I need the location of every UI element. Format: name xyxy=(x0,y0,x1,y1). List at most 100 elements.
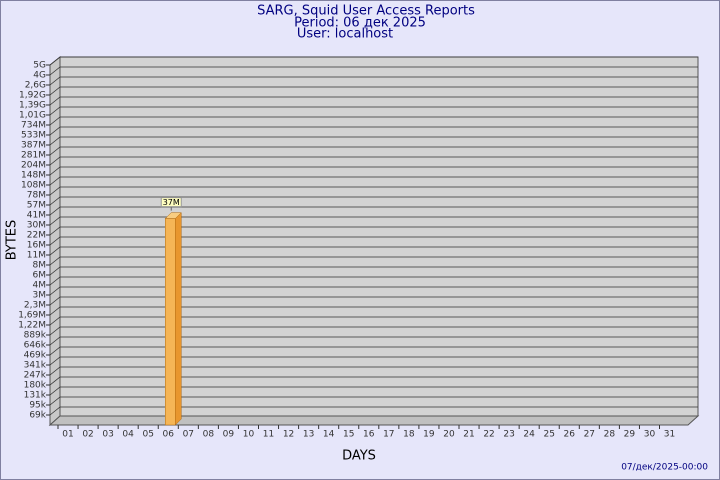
grid-line xyxy=(49,96,698,106)
grid-line xyxy=(49,396,698,406)
grid-line xyxy=(49,246,698,256)
x-tick-label: 13 xyxy=(303,430,314,440)
y-tick-label: 2,6G xyxy=(25,81,46,91)
y-tick-label: 533M xyxy=(21,131,46,141)
grid-line xyxy=(49,266,698,276)
grid-line xyxy=(49,136,698,146)
grid-line xyxy=(49,336,698,346)
footer: 07/дек/2025-00:00 xyxy=(621,463,708,473)
bar-side xyxy=(175,212,182,426)
y-tick-label: 4M xyxy=(33,281,47,291)
x-tick-label: 08 xyxy=(203,430,215,440)
y-tick-label: 11M xyxy=(27,251,46,261)
y-tick-label: 8M xyxy=(33,261,47,271)
grid-line xyxy=(49,146,698,156)
x-tick-label: 25 xyxy=(543,430,554,440)
x-tick-label: 31 xyxy=(664,430,675,440)
x-tick-label: 26 xyxy=(564,430,576,440)
y-tick-label: 131k xyxy=(24,391,47,401)
x-tick-label: 09 xyxy=(223,430,235,440)
grid-line xyxy=(49,376,698,386)
y-tick-label: 22M xyxy=(27,231,46,241)
bar xyxy=(165,218,176,426)
y-tick-label: 6M xyxy=(33,271,47,281)
grid-line xyxy=(49,226,698,236)
x-tick-label: 12 xyxy=(283,430,294,440)
y-tick-label: 1,92G xyxy=(19,91,46,101)
grid-line xyxy=(49,56,698,66)
y-tick-label: 95k xyxy=(29,401,46,411)
x-tick-label: 06 xyxy=(163,430,175,440)
y-tick-label: 646k xyxy=(24,341,47,351)
y-tick-label: 180k xyxy=(24,381,47,391)
y-tick-label: 204M xyxy=(21,161,46,171)
x-tick-label: 19 xyxy=(423,430,435,440)
y-tick-label: 41M xyxy=(27,211,46,221)
x-tick-label: 27 xyxy=(584,430,595,440)
y-tick-label: 1,22M xyxy=(18,321,46,331)
grid-line xyxy=(49,346,698,356)
x-tick-label: 05 xyxy=(142,430,153,440)
x-tick-label: 10 xyxy=(243,430,255,440)
x-tick-label: 28 xyxy=(604,430,616,440)
grid-line xyxy=(49,76,698,86)
grid-line xyxy=(49,236,698,246)
y-tick-label: 69k xyxy=(29,411,46,421)
y-tick-label: 148M xyxy=(21,171,46,181)
grid-line xyxy=(49,406,698,416)
grid-line xyxy=(49,156,698,166)
y-tick-label: 1,69M xyxy=(18,311,46,321)
value-label: 37M xyxy=(163,198,180,207)
y-tick-label: 57M xyxy=(27,201,46,211)
x-tick-label: 18 xyxy=(403,430,415,440)
y-tick-label: 5G xyxy=(33,61,46,71)
x-tick-label: 02 xyxy=(82,430,93,440)
grid-line xyxy=(49,186,698,196)
y-tick-label: 469k xyxy=(24,351,47,361)
y-tick-label: 16M xyxy=(27,241,46,251)
x-tick-label: 29 xyxy=(624,430,636,440)
y-tick-label: 78M xyxy=(27,191,46,201)
y-tick-label: 2,3M xyxy=(24,301,46,311)
grid-line xyxy=(49,386,698,396)
y-tick-label: 3M xyxy=(33,291,47,301)
y-tick-label: 734M xyxy=(21,121,46,131)
grid-line xyxy=(49,86,698,96)
x-tick-label: 01 xyxy=(62,430,73,440)
grid-line xyxy=(49,176,698,186)
x-tick-label: 15 xyxy=(343,430,354,440)
x-tick-label: 21 xyxy=(463,430,474,440)
x-tick-label: 22 xyxy=(483,430,494,440)
grid-line xyxy=(49,106,698,116)
y-tick-label: 341k xyxy=(24,361,47,371)
y-tick-label: 1,39G xyxy=(19,101,46,111)
x-tick-label: 17 xyxy=(383,430,394,440)
value-label-box xyxy=(160,197,182,208)
grid-line xyxy=(49,256,698,266)
grid-line xyxy=(49,286,698,296)
grid-line xyxy=(49,276,698,286)
x-tick-label: 24 xyxy=(523,430,535,440)
y-tick-label: 4G xyxy=(33,71,46,81)
grid-line xyxy=(49,206,698,216)
grid-line xyxy=(49,196,698,206)
y-tick-label: 247k xyxy=(24,371,47,381)
grid-line xyxy=(49,126,698,136)
x-tick-label: 14 xyxy=(323,430,335,440)
grid-line xyxy=(49,296,698,306)
grid-line xyxy=(49,356,698,366)
grid-line xyxy=(49,216,698,226)
x-tick-label: 11 xyxy=(263,430,274,440)
y-tick-label: 108M xyxy=(21,181,46,191)
x-tick-label: 16 xyxy=(363,430,375,440)
y-axis-label: BYTES xyxy=(5,220,20,261)
grid-line xyxy=(49,66,698,76)
grid-line xyxy=(49,116,698,126)
back-wall xyxy=(59,56,699,417)
grid-line xyxy=(49,166,698,176)
y-tick-label: 387M xyxy=(21,141,46,151)
chart-subtitle: Period: 06 дек 2025 xyxy=(294,16,426,31)
chart-title: SARG, Squid User Access Reports xyxy=(257,4,475,19)
x-tick-label: 07 xyxy=(183,430,194,440)
x-tick-label: 23 xyxy=(503,430,514,440)
